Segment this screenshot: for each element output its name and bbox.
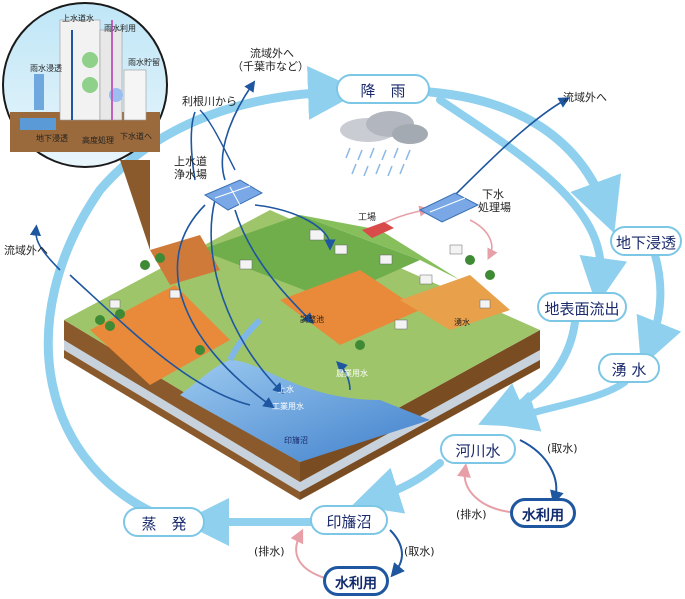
out-chiba-label-1: 流域外へ xyxy=(250,47,294,60)
arrow-rain-to-infiltration xyxy=(425,87,622,234)
out-left-label: 流域外へ xyxy=(4,244,48,257)
household-inset xyxy=(2,2,168,250)
arrow-evaporation-to-rain xyxy=(43,65,362,525)
rain-node: 降 雨 xyxy=(336,74,430,104)
spring-node: 湧 水 xyxy=(598,353,660,383)
terrain-block xyxy=(64,210,540,500)
rain-cloud-icon xyxy=(340,111,428,177)
inbanuma-node: 印旛沼 xyxy=(310,505,388,535)
river-node: 河川水 xyxy=(440,434,516,464)
sewage-label-1: 下水 xyxy=(482,188,504,201)
sewage-plant xyxy=(418,192,480,223)
purification-plant xyxy=(203,179,264,211)
river-drain-label: (排水) xyxy=(456,508,487,521)
factory-label: 工場 xyxy=(358,213,377,223)
inset-label-1: 上水道水 xyxy=(62,14,94,23)
arrow-spring-to-river xyxy=(495,378,629,432)
map-label-kougyou: 工業用水 xyxy=(272,402,304,411)
purification-label-2: 浄水場 xyxy=(174,168,207,181)
river-intake-label: (取水) xyxy=(547,442,578,455)
out-chiba-label-2: （千葉市など） xyxy=(232,60,309,73)
cycle-arrows xyxy=(43,65,682,546)
inset-label-6: 高度処理 xyxy=(82,136,114,145)
surface-runoff-node: 地表面流出 xyxy=(537,292,627,322)
use-loops xyxy=(290,439,564,579)
map-label-nougyou: 農業用水 xyxy=(336,369,368,378)
map-label-jousui: 上水 xyxy=(278,385,294,394)
arrow-rain-to-surface xyxy=(436,96,628,306)
sewage-label-2: 処理場 xyxy=(478,201,511,214)
infiltration-node: 地下浸透 xyxy=(610,226,682,256)
factory-icon xyxy=(362,222,394,238)
inset-label-3: 雨水浸透 xyxy=(30,64,62,73)
tone-from-label: 利根川から xyxy=(182,95,237,108)
out-right-label: 流域外へ xyxy=(563,91,607,104)
map-label-yusui: 湧水 xyxy=(454,318,470,327)
map-label-pond: 調整池 xyxy=(300,315,324,324)
inset-label-7: 地下浸透 xyxy=(36,134,68,143)
arrow-infiltration-to-spring xyxy=(636,251,682,368)
map-label-inbanuma: 印旛沼 xyxy=(284,436,308,445)
numa-drain-label: (排水) xyxy=(254,545,285,558)
inbanuma-use-node: 水利用 xyxy=(323,566,389,596)
inset-label-2: 雨水利用 xyxy=(104,24,136,33)
purification-label-1: 上水道 xyxy=(174,155,207,168)
inset-label-4: 雨水貯留 xyxy=(128,58,160,67)
numa-intake-label: (取水) xyxy=(404,545,435,558)
evaporation-node: 蒸 発 xyxy=(123,507,205,537)
supply-lines xyxy=(29,80,570,409)
river-use-node: 水利用 xyxy=(510,498,576,528)
inset-label-5: 下水道へ xyxy=(120,132,152,141)
arrow-river-to-inbanuma xyxy=(352,459,444,514)
